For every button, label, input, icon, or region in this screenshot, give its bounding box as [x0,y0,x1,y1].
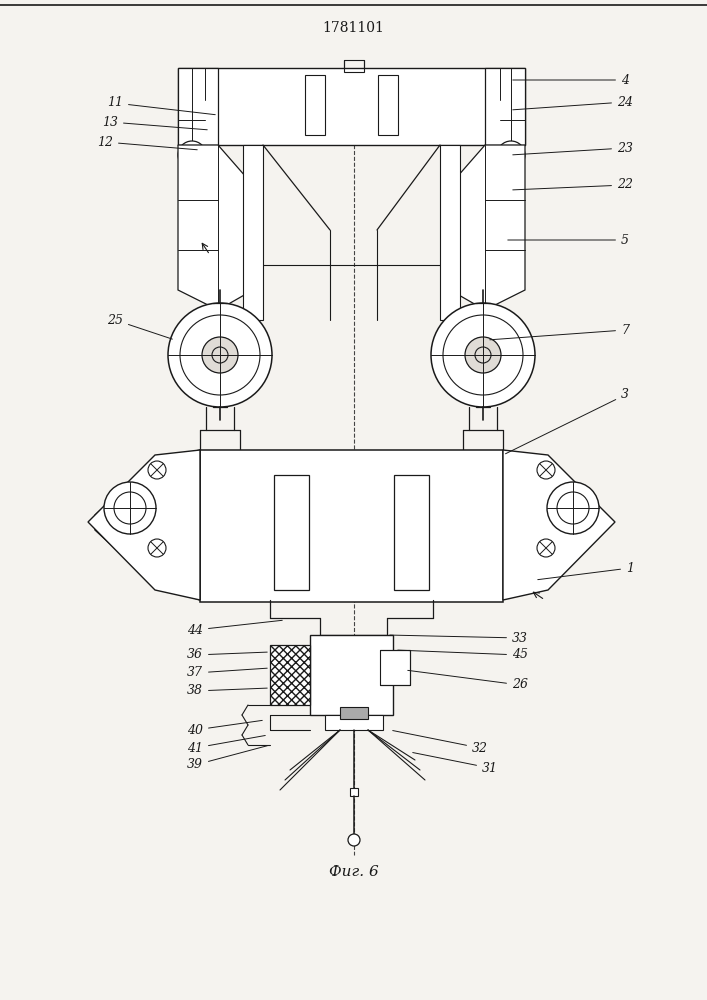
Circle shape [178,141,206,169]
Circle shape [348,834,360,846]
Bar [305,75,325,135]
Text: 41: 41 [187,735,265,754]
Bar [243,145,263,320]
Bar [380,650,410,685]
Circle shape [104,482,156,534]
Text: 31: 31 [413,753,498,774]
Text: 5: 5 [508,233,629,246]
Text: Фиг. 6: Фиг. 6 [329,865,379,879]
Bar [200,450,503,602]
Text: 44: 44 [187,620,282,637]
Text: 7: 7 [490,324,629,340]
Polygon shape [95,450,200,600]
Polygon shape [450,145,525,310]
Text: 32: 32 [392,731,488,754]
Text: 12: 12 [97,135,197,150]
Text: 11: 11 [107,97,215,115]
Bar [340,707,368,719]
Bar [378,75,398,135]
Text: 4: 4 [513,74,629,87]
Circle shape [202,337,238,373]
Polygon shape [503,450,615,600]
Circle shape [497,141,525,169]
Circle shape [547,482,599,534]
Bar [394,475,429,590]
Text: 33: 33 [390,632,528,645]
Bar [274,475,309,590]
Polygon shape [88,450,200,600]
Text: 26: 26 [408,670,528,692]
Text: 45: 45 [398,648,528,662]
Circle shape [465,337,501,373]
Polygon shape [178,145,253,310]
Text: 1781101: 1781101 [322,21,384,35]
Polygon shape [178,68,525,145]
Bar [350,788,358,796]
Text: 39: 39 [187,746,267,772]
Bar [344,60,364,72]
Bar [270,645,310,705]
Text: 24: 24 [513,96,633,110]
Text: 23: 23 [513,141,633,155]
Bar [440,145,460,320]
Text: 38: 38 [187,684,267,698]
Bar [325,715,383,730]
Text: 3: 3 [506,388,629,454]
Bar [310,635,393,715]
Text: 36: 36 [187,648,267,662]
Bar [178,68,218,145]
Text: 22: 22 [513,178,633,192]
Text: 25: 25 [107,314,173,339]
Text: 13: 13 [102,115,207,130]
Text: 40: 40 [187,720,262,736]
Circle shape [431,303,535,407]
Bar [485,68,525,145]
Text: 37: 37 [187,666,267,680]
Text: 1: 1 [538,562,634,580]
Circle shape [168,303,272,407]
